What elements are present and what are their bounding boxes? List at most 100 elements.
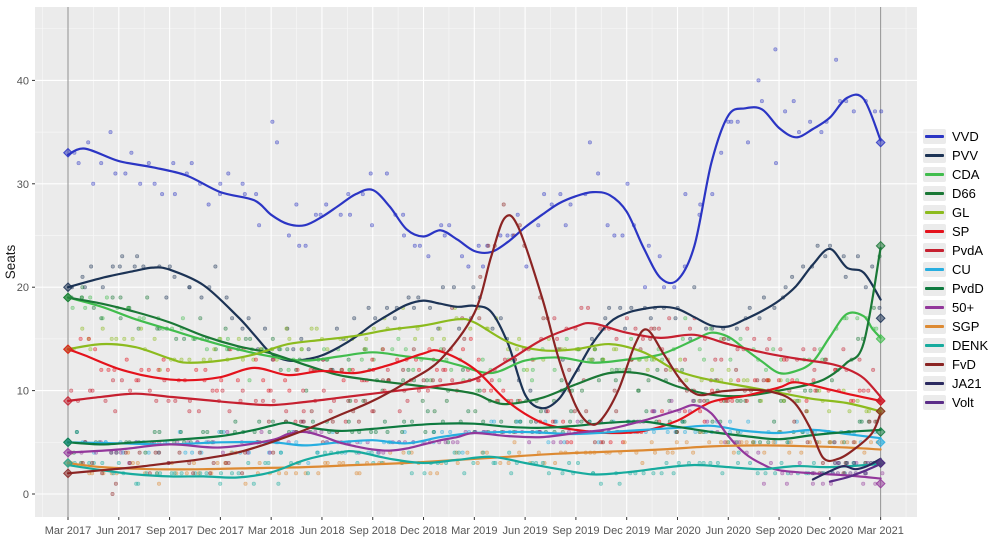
poll-dot <box>401 233 406 238</box>
poll-dot <box>276 481 281 486</box>
poll-dot <box>417 243 422 248</box>
poll-dot <box>752 336 757 341</box>
poll-dot <box>788 440 793 445</box>
legend-key-box <box>923 395 946 410</box>
poll-dot <box>138 181 143 186</box>
x-tick-label: Sep 2017 <box>146 525 193 537</box>
poll-dot <box>783 109 788 114</box>
poll-dot <box>240 326 245 331</box>
line-50+ <box>66 403 882 480</box>
poll-dot <box>525 367 530 372</box>
poll-dot <box>384 305 389 310</box>
poll-dot <box>341 378 346 383</box>
poll-dot <box>146 450 151 455</box>
poll-dot <box>205 429 210 434</box>
poll-dot <box>413 336 418 341</box>
poll-dot <box>745 140 750 145</box>
poll-dot <box>515 212 520 217</box>
poll-dot <box>110 264 115 269</box>
poll-dot <box>304 388 309 393</box>
legend-item-50plus: 50+ <box>923 298 988 317</box>
poll-dot <box>359 357 364 362</box>
poll-dot <box>242 192 247 197</box>
poll-dot <box>434 367 439 372</box>
poll-dot <box>569 440 574 445</box>
poll-dot <box>246 316 251 321</box>
poll-dot <box>851 398 856 403</box>
poll-dot <box>303 243 308 248</box>
poll-dot <box>139 367 144 372</box>
x-tick-label: Jun 2020 <box>706 525 751 537</box>
poll-dot <box>841 254 846 259</box>
poll-dot <box>449 367 454 372</box>
poll-dot <box>575 419 580 424</box>
poll-dot <box>661 285 666 290</box>
poll-dot <box>811 378 816 383</box>
result-diamond-FvD <box>875 406 886 417</box>
poll-dot <box>287 336 292 341</box>
poll-dot <box>672 285 677 290</box>
poll-dot <box>226 460 231 465</box>
poll-dot <box>248 336 253 341</box>
x-tick-label: Dec 2019 <box>603 525 650 537</box>
poll-dot <box>191 471 196 476</box>
poll-dot <box>420 398 425 403</box>
poll-dot <box>100 285 105 290</box>
poll-dot <box>263 460 268 465</box>
poll-dot <box>792 419 797 424</box>
poll-dot <box>866 388 871 393</box>
poll-dot <box>867 419 872 424</box>
poll-dot <box>124 357 129 362</box>
result-diamond-DENK <box>62 457 74 468</box>
legend-label: SGP <box>952 319 980 334</box>
poll-dot <box>609 367 614 372</box>
poll-dot <box>596 171 601 176</box>
result-diamond-50+ <box>62 447 74 458</box>
poll-dot <box>698 398 703 403</box>
poll-dot <box>592 440 597 445</box>
poll-dot <box>401 378 406 383</box>
poll-dot <box>395 357 400 362</box>
poll-dot <box>198 471 203 476</box>
poll-dot <box>827 243 832 248</box>
poll-dot <box>271 398 276 403</box>
poll-dot <box>363 398 368 403</box>
poll-dot <box>441 347 446 352</box>
poll-dot <box>452 450 457 455</box>
line-D66 <box>66 246 882 406</box>
poll-dot <box>409 471 414 476</box>
y-axis-title: Seats <box>3 244 18 279</box>
legend-label: PvdD <box>952 281 984 296</box>
poll-dot <box>598 326 603 331</box>
poll-dot <box>773 47 778 52</box>
poll-dot <box>426 254 431 259</box>
poll-dot <box>104 295 109 300</box>
poll-dot <box>173 398 178 403</box>
poll-dot <box>708 326 713 331</box>
poll-dot <box>564 336 569 341</box>
poll-dot <box>460 367 465 372</box>
poll-dot <box>214 388 219 393</box>
poll-dot <box>402 419 407 424</box>
x-tick-label: Mar 2019 <box>451 525 497 537</box>
poll-dot <box>851 440 856 445</box>
legend-item-d66: D66 <box>923 184 988 203</box>
poll-dot <box>325 347 330 352</box>
poll-dot <box>670 450 675 455</box>
poll-dot <box>863 471 868 476</box>
legend-item-cda: CDA <box>923 165 988 184</box>
poll-dot <box>153 450 158 455</box>
poll-dot <box>425 409 430 414</box>
poll-dot <box>855 316 860 321</box>
poll-dot <box>745 378 750 383</box>
poll-dot <box>663 367 668 372</box>
poll-dot <box>729 119 734 124</box>
poll-dot <box>172 192 177 197</box>
poll-dot <box>482 388 487 393</box>
poll-dot <box>441 367 446 372</box>
poll-dot <box>600 440 605 445</box>
poll-dot <box>629 336 634 341</box>
poll-dot <box>783 285 788 290</box>
poll-dot <box>871 305 876 310</box>
poll-dot <box>223 460 228 465</box>
